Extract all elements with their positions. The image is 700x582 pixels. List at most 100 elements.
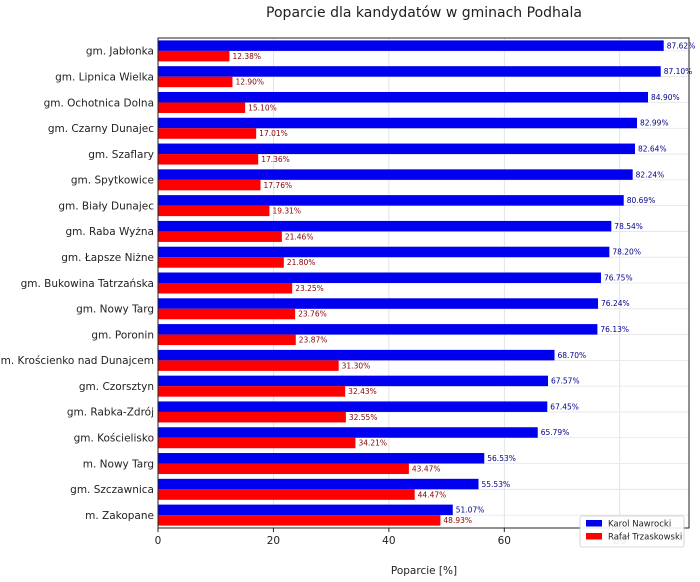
bar bbox=[158, 76, 233, 88]
category-label: gm. Nowy Targ bbox=[76, 304, 154, 316]
bar bbox=[158, 246, 610, 258]
category-label: gm. Czarny Dunajec bbox=[48, 123, 154, 135]
data-label: 56.53% bbox=[487, 454, 516, 463]
category-label: gm. Biały Dunajec bbox=[58, 200, 154, 212]
data-label: 51.07% bbox=[456, 506, 485, 515]
legend-swatch bbox=[586, 533, 602, 540]
bar bbox=[158, 179, 261, 191]
bar bbox=[158, 128, 257, 139]
data-label: 87.10% bbox=[664, 67, 693, 76]
bar bbox=[158, 308, 296, 320]
category-label: gm. Poronin bbox=[91, 329, 154, 341]
bar bbox=[158, 231, 282, 242]
bar bbox=[158, 489, 415, 500]
bar bbox=[158, 143, 635, 155]
bar bbox=[158, 91, 649, 103]
bar bbox=[158, 386, 346, 397]
data-label: 82.99% bbox=[640, 119, 669, 128]
legend: Karol Nawrocki Rafał Trzaskowski bbox=[579, 515, 685, 548]
x-axis-label: Poparcie [%] bbox=[391, 565, 457, 577]
bar bbox=[158, 411, 346, 423]
category-label: gm. Szaflary bbox=[88, 149, 154, 161]
legend-label: Rafał Trzaskowski bbox=[608, 533, 682, 543]
bar bbox=[158, 360, 339, 371]
category-label: gm. Czorsztyn bbox=[79, 381, 154, 393]
legend-box bbox=[579, 515, 685, 548]
data-label: 34.21% bbox=[358, 439, 387, 448]
data-label: 12.38% bbox=[232, 52, 261, 61]
data-label: 68.70% bbox=[558, 351, 587, 360]
value-labels: 87.62% 12.38% 87.10% 12.90% 84.90% 15.10% 82.9… bbox=[232, 41, 695, 525]
category-label: gm. Ochotnica Dolna bbox=[44, 97, 154, 109]
data-label: 17.01% bbox=[259, 129, 288, 138]
category-label: gm. Bukowina Tatrzańska bbox=[21, 278, 154, 290]
x-axis-ticks: 020406080 bbox=[155, 528, 626, 547]
category-label: gm. Szczawnica bbox=[70, 484, 154, 496]
bar bbox=[158, 298, 599, 309]
bar bbox=[158, 50, 230, 62]
data-label: 76.75% bbox=[604, 273, 633, 282]
data-label: 65.79% bbox=[541, 428, 570, 437]
bar bbox=[158, 437, 356, 449]
bar bbox=[158, 169, 633, 180]
data-label: 76.24% bbox=[601, 299, 630, 308]
data-label: 12.90% bbox=[235, 78, 264, 87]
bar bbox=[158, 66, 661, 77]
data-label: 48.93% bbox=[443, 516, 472, 525]
bar bbox=[158, 375, 548, 387]
bar bbox=[158, 453, 485, 464]
data-label: 78.20% bbox=[612, 248, 641, 257]
bar bbox=[158, 220, 612, 232]
data-label: 23.87% bbox=[299, 336, 328, 345]
data-label: 87.62% bbox=[667, 41, 696, 50]
bar bbox=[158, 205, 270, 217]
category-label: gm. Łapsze Niżne bbox=[61, 252, 154, 264]
bar bbox=[158, 283, 293, 294]
bar bbox=[158, 427, 538, 438]
data-label: 23.76% bbox=[298, 310, 327, 319]
category-label: gm. Jabłonka bbox=[86, 46, 154, 58]
category-label: gm. Spytkowice bbox=[71, 175, 154, 187]
bar bbox=[158, 478, 479, 490]
bar bbox=[158, 349, 555, 361]
bar bbox=[158, 154, 259, 165]
category-labels: gm. Jabłonka gm. Lipnica Wielka gm. Ochotn… bbox=[0, 46, 154, 522]
bar bbox=[158, 334, 296, 346]
data-label: 76.13% bbox=[600, 325, 629, 334]
bar bbox=[158, 324, 598, 335]
bar bbox=[158, 102, 246, 113]
data-label: 21.46% bbox=[285, 232, 314, 241]
category-label: gm. Rabka-Zdrój bbox=[67, 407, 154, 419]
category-label: gm. Krościenko nad Dunajcem bbox=[0, 355, 154, 367]
bar bbox=[158, 257, 284, 268]
data-label: 82.64% bbox=[638, 145, 667, 154]
bar bbox=[158, 515, 441, 526]
data-label: 80.69% bbox=[627, 196, 656, 205]
x-tick-label: 20 bbox=[267, 535, 280, 547]
chart-title: Poparcie dla kandydatów w gminach Podhal… bbox=[266, 5, 582, 21]
data-label: 21.80% bbox=[287, 258, 316, 267]
bar bbox=[158, 40, 664, 51]
plot-frame bbox=[157, 37, 690, 529]
data-label: 82.24% bbox=[636, 170, 665, 179]
legend-swatch bbox=[586, 520, 602, 527]
data-label: 55.53% bbox=[482, 480, 511, 489]
bar bbox=[158, 195, 624, 206]
category-label: m. Nowy Targ bbox=[83, 458, 154, 470]
bar bbox=[158, 272, 601, 283]
data-label: 19.31% bbox=[272, 207, 301, 216]
x-tick-label: 60 bbox=[498, 535, 511, 547]
bar bbox=[158, 504, 453, 516]
data-label: 23.25% bbox=[295, 284, 324, 293]
bars bbox=[158, 40, 664, 526]
data-label: 78.54% bbox=[614, 222, 643, 231]
data-label: 43.47% bbox=[412, 464, 441, 473]
data-label: 17.76% bbox=[264, 181, 293, 190]
bar bbox=[158, 401, 548, 412]
data-label: 15.10% bbox=[248, 103, 277, 112]
category-label: m. Zakopane bbox=[85, 510, 154, 522]
data-label: 67.57% bbox=[551, 377, 580, 386]
x-tick-label: 0 bbox=[155, 535, 162, 547]
data-label: 32.43% bbox=[348, 387, 377, 396]
